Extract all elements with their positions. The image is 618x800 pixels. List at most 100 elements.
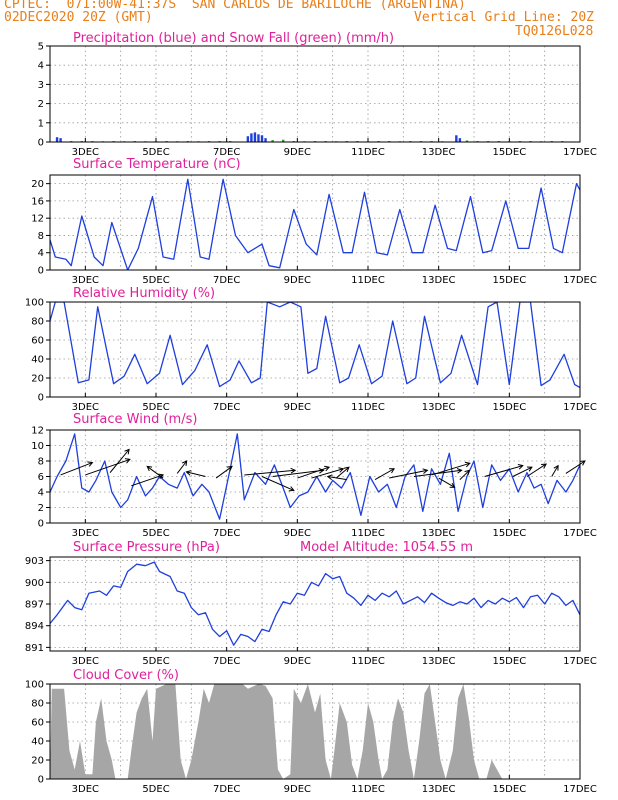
temp-ytick-label: 16 bbox=[31, 196, 44, 207]
wind-arrow-shaft bbox=[60, 462, 93, 476]
wind-xtick-label: 3DEC bbox=[72, 528, 99, 539]
wind-arrow-shaft bbox=[459, 469, 470, 480]
pressure-xtick-label: 17DEC bbox=[563, 656, 597, 667]
cloud-xtick-label: 11DEC bbox=[351, 784, 385, 795]
wind-arrow-shaft bbox=[272, 469, 324, 477]
wind-arrow-head bbox=[87, 461, 94, 467]
wind-ytick-label: 4 bbox=[38, 488, 44, 499]
temp-xtick-label: 5DEC bbox=[142, 275, 169, 286]
wind-arrow-head bbox=[318, 468, 325, 474]
cloud-title: Cloud Cover (%) bbox=[73, 668, 179, 683]
temp-series-line bbox=[50, 178, 580, 270]
cloud-xtick-label: 15DEC bbox=[492, 784, 526, 795]
pressure-xtick-label: 15DEC bbox=[492, 656, 526, 667]
precip-ytick-label: 5 bbox=[38, 42, 44, 53]
wind-arrow-head bbox=[185, 470, 192, 476]
rh-xtick-label: 9DEC bbox=[284, 402, 311, 413]
temp-ytick-label: 4 bbox=[38, 248, 44, 259]
temp-ytick-label: 20 bbox=[31, 179, 44, 190]
cloud-ytick-label: 80 bbox=[31, 699, 44, 710]
precip-bar bbox=[458, 138, 462, 142]
temp-xtick-label: 15DEC bbox=[492, 275, 526, 286]
header-model-code: TQ0126L028 bbox=[515, 24, 594, 39]
rh-ytick-label: 100 bbox=[25, 298, 44, 309]
precip-title: Precipitation (blue) and Snow Fall (gree… bbox=[73, 31, 394, 46]
rh-ytick-label: 20 bbox=[31, 374, 44, 385]
wind-arrow-head bbox=[343, 466, 350, 473]
wind-arrow-shaft bbox=[85, 458, 131, 476]
cloud-ytick-label: 40 bbox=[31, 737, 44, 748]
wind-frame bbox=[49, 429, 581, 524]
wind-arrow-shaft bbox=[526, 463, 547, 477]
precip-ytick-label: 3 bbox=[38, 80, 44, 91]
pressure-ytick-label: 891 bbox=[25, 643, 44, 654]
pressure-xtick-label: 11DEC bbox=[351, 656, 385, 667]
cloud-cover-area bbox=[50, 684, 580, 779]
rh-frame bbox=[49, 301, 581, 398]
wind-arrow-head bbox=[226, 465, 233, 472]
wind-arrow-shaft bbox=[484, 465, 523, 477]
cloud-xtick-label: 3DEC bbox=[72, 784, 99, 795]
wind-arrow-shaft bbox=[551, 465, 559, 477]
temp-ytick-label: 0 bbox=[38, 266, 44, 277]
precip-xtick-label: 9DEC bbox=[284, 147, 311, 158]
pressure-subtitle: Model Altitude: 1054.55 m bbox=[300, 540, 473, 555]
precip-bar bbox=[455, 135, 458, 142]
precip-xtick-label: 13DEC bbox=[422, 147, 456, 158]
rh-title: Relative Humidity (%) bbox=[73, 286, 215, 301]
precip-bar bbox=[253, 132, 257, 142]
wind-xtick-label: 15DEC bbox=[492, 528, 526, 539]
cloud-xtick-label: 13DEC bbox=[422, 784, 456, 795]
temp-frame bbox=[49, 174, 581, 271]
wind-ytick-label: 0 bbox=[38, 519, 44, 530]
rh-xtick-label: 13DEC bbox=[422, 402, 456, 413]
rh-ytick-label: 0 bbox=[38, 393, 44, 404]
wind-arrow-shaft bbox=[512, 466, 533, 477]
rh-series-line bbox=[50, 302, 580, 389]
wind-arrow-shaft bbox=[438, 477, 455, 488]
wind-arrow-shaft bbox=[109, 449, 130, 473]
temp-xtick-label: 3DEC bbox=[72, 275, 99, 286]
wind-arrow-shaft bbox=[297, 466, 330, 479]
wind-arrow-head bbox=[456, 468, 463, 474]
wind-xtick-label: 9DEC bbox=[284, 528, 311, 539]
cloud-ytick-label: 100 bbox=[25, 680, 44, 691]
pressure-ytick-label: 900 bbox=[25, 578, 44, 589]
wind-arrow-shaft bbox=[565, 460, 586, 474]
cloud-xtick-label: 9DEC bbox=[284, 784, 311, 795]
wind-arrow-head bbox=[158, 473, 165, 479]
wind-arrow-shaft bbox=[431, 462, 470, 476]
pressure-xtick-label: 7DEC bbox=[213, 656, 240, 667]
precip-xtick-label: 11DEC bbox=[351, 147, 385, 158]
cloud-ytick-label: 60 bbox=[31, 718, 44, 729]
precip-ytick-label: 0 bbox=[38, 138, 44, 149]
wind-arrow-shaft bbox=[389, 469, 428, 479]
wind-arrow-head bbox=[553, 464, 559, 471]
rh-xtick-label: 5DEC bbox=[142, 402, 169, 413]
wind-arrow-head bbox=[517, 464, 524, 470]
wind-ytick-label: 10 bbox=[31, 441, 44, 452]
precip-xtick-label: 5DEC bbox=[142, 147, 169, 158]
precip-xtick-label: 3DEC bbox=[72, 147, 99, 158]
pressure-xtick-label: 9DEC bbox=[284, 656, 311, 667]
cloud-frame bbox=[49, 683, 581, 780]
header-grid-note: Vertical Grid Line: 20Z bbox=[414, 10, 595, 25]
precip-xtick-label: 7DEC bbox=[213, 147, 240, 158]
pressure-ytick-label: 894 bbox=[25, 621, 44, 632]
pressure-xtick-label: 3DEC bbox=[72, 656, 99, 667]
precip-bar bbox=[55, 137, 59, 142]
header-line1: CPTEC: 071:00W-41:37S SAN CARLOS DE BARI… bbox=[4, 0, 466, 12]
rh-xtick-label: 7DEC bbox=[213, 402, 240, 413]
precip-xtick-label: 15DEC bbox=[492, 147, 526, 158]
temp-xtick-label: 11DEC bbox=[351, 275, 385, 286]
temp-ytick-label: 8 bbox=[38, 231, 44, 242]
wind-ytick-label: 2 bbox=[38, 503, 44, 514]
rh-ytick-label: 40 bbox=[31, 355, 44, 366]
wind-arrow-head bbox=[464, 461, 471, 468]
cloud-ytick-label: 0 bbox=[38, 775, 44, 786]
temp-xtick-label: 7DEC bbox=[213, 275, 240, 286]
precip-xtick-label: 17DEC bbox=[563, 147, 597, 158]
wind-arrow-shaft bbox=[146, 466, 164, 479]
wind-arrow-shaft bbox=[374, 468, 395, 481]
wind-arrow-head bbox=[579, 460, 586, 466]
